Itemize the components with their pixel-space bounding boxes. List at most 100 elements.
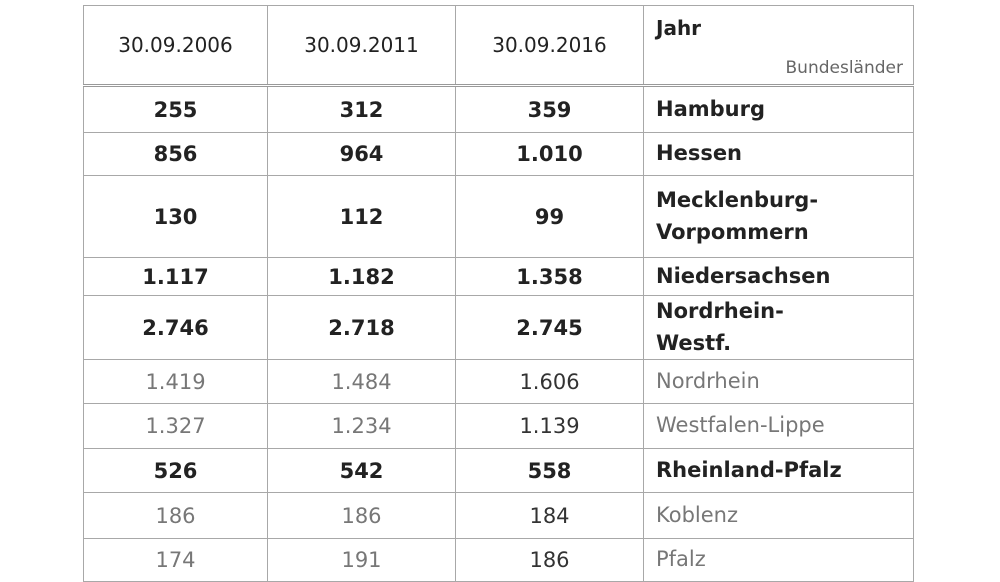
table-row: 856 964 1.010 Hessen (83, 132, 914, 176)
count: 312 (339, 97, 384, 122)
count: 184 (529, 503, 570, 528)
corner-cell: Jahr Bundesländer (643, 5, 914, 87)
state-name: Pfalz (656, 547, 706, 572)
count: 191 (341, 548, 382, 572)
count: 1.606 (519, 369, 580, 394)
value-cell: 1.358 (455, 257, 644, 296)
value-cell: 1.606 (455, 359, 644, 404)
table-row: 526 542 558 Rheinland-Pfalz (83, 448, 914, 493)
table-row: 130 112 99 Mecklenburg-Vorpommern (83, 175, 914, 258)
state-name: Nordrhein (656, 368, 760, 393)
value-cell: 558 (455, 448, 644, 493)
count: 186 (155, 503, 196, 528)
value-cell: 2.745 (455, 295, 644, 360)
value-cell: 1.010 (455, 132, 644, 176)
corner-top: Jahr (656, 16, 702, 40)
value-cell: 130 (83, 175, 268, 258)
header-cell: 30.09.2016 (455, 5, 644, 87)
count: 2.718 (328, 315, 395, 340)
state-cell: Hamburg (643, 85, 914, 133)
state-cell: Nordrhein (643, 359, 914, 404)
table-body: 30.09.2006 30.09.2011 30.09.2016 Jahr Bu… (83, 5, 914, 582)
value-cell: 99 (455, 175, 644, 258)
count: 2.746 (142, 315, 209, 340)
corner-bottom: Bundesländer (785, 58, 903, 78)
value-cell: 186 (267, 492, 456, 539)
value-cell: 1.182 (267, 257, 456, 296)
value-cell: 112 (267, 175, 456, 258)
count: 856 (153, 142, 198, 166)
count: 174 (155, 548, 196, 572)
state-name: Westfalen-Lippe (656, 413, 825, 438)
table-row: 186 186 184 Koblenz (83, 492, 914, 539)
count: 1.139 (519, 414, 580, 438)
count: 542 (339, 458, 384, 483)
value-cell: 184 (455, 492, 644, 539)
header-cell: 30.09.2011 (267, 5, 456, 87)
value-cell: 542 (267, 448, 456, 493)
count: 186 (341, 503, 382, 528)
page: 30.09.2006 30.09.2011 30.09.2016 Jahr Bu… (83, 5, 914, 582)
value-cell: 359 (455, 85, 644, 133)
state-cell: Pfalz (643, 538, 914, 582)
state-name: Nordrhein-Westf. (656, 299, 784, 355)
value-cell: 2.746 (83, 295, 268, 360)
count: 1.484 (331, 369, 392, 394)
value-cell: 312 (267, 85, 456, 133)
header-row: 30.09.2006 30.09.2011 30.09.2016 Jahr Bu… (83, 5, 914, 87)
state-cell: Westfalen-Lippe (643, 403, 914, 449)
value-cell: 964 (267, 132, 456, 176)
value-cell: 1.484 (267, 359, 456, 404)
count: 1.234 (331, 414, 392, 438)
count: 1.010 (516, 142, 583, 166)
table-row: 1.419 1.484 1.606 Nordrhein (83, 359, 914, 404)
state-name: Niedersachsen (656, 263, 831, 288)
count: 130 (153, 204, 198, 229)
state-name: Mecklenburg-Vorpommern (656, 188, 819, 244)
value-cell: 191 (267, 538, 456, 582)
value-cell: 1.327 (83, 403, 268, 449)
state-cell: Hessen (643, 132, 914, 176)
count: 186 (529, 548, 570, 572)
value-cell: 1.234 (267, 403, 456, 449)
count: 2.745 (516, 315, 583, 340)
count: 99 (534, 204, 565, 229)
value-cell: 255 (83, 85, 268, 133)
header-cell: 30.09.2006 (83, 5, 268, 87)
count: 1.182 (328, 264, 395, 289)
value-cell: 1.117 (83, 257, 268, 296)
count: 255 (153, 97, 198, 122)
value-cell: 186 (83, 492, 268, 539)
state-cell: Koblenz (643, 492, 914, 539)
value-cell: 1.139 (455, 403, 644, 449)
data-table: 30.09.2006 30.09.2011 30.09.2016 Jahr Bu… (83, 5, 914, 582)
state-cell: Niedersachsen (643, 257, 914, 296)
count: 964 (339, 142, 384, 166)
state-cell: Nordrhein-Westf. (643, 295, 914, 360)
count: 1.358 (516, 264, 583, 289)
count: 359 (527, 97, 572, 122)
table-row: 1.327 1.234 1.139 Westfalen-Lippe (83, 403, 914, 449)
value-cell: 526 (83, 448, 268, 493)
count: 526 (153, 458, 198, 483)
count: 1.419 (145, 369, 206, 394)
value-cell: 2.718 (267, 295, 456, 360)
table-row: 2.746 2.718 2.745 Nordrhein-Westf. (83, 295, 914, 360)
table-row: 1.117 1.182 1.358 Niedersachsen (83, 257, 914, 296)
state-name: Hessen (656, 141, 743, 166)
table-row: 174 191 186 Pfalz (83, 538, 914, 582)
value-cell: 174 (83, 538, 268, 582)
state-cell: Rheinland-Pfalz (643, 448, 914, 493)
count: 1.327 (145, 414, 206, 438)
value-cell: 186 (455, 538, 644, 582)
state-name: Koblenz (656, 502, 738, 527)
count: 1.117 (142, 264, 209, 289)
value-cell: 1.419 (83, 359, 268, 404)
table-row: 255 312 359 Hamburg (83, 85, 914, 133)
count: 112 (339, 204, 384, 229)
state-name: Rheinland-Pfalz (656, 457, 842, 482)
count: 558 (527, 458, 572, 483)
state-name: Hamburg (656, 96, 765, 121)
value-cell: 856 (83, 132, 268, 176)
corner: Jahr Bundesländer (644, 6, 913, 84)
